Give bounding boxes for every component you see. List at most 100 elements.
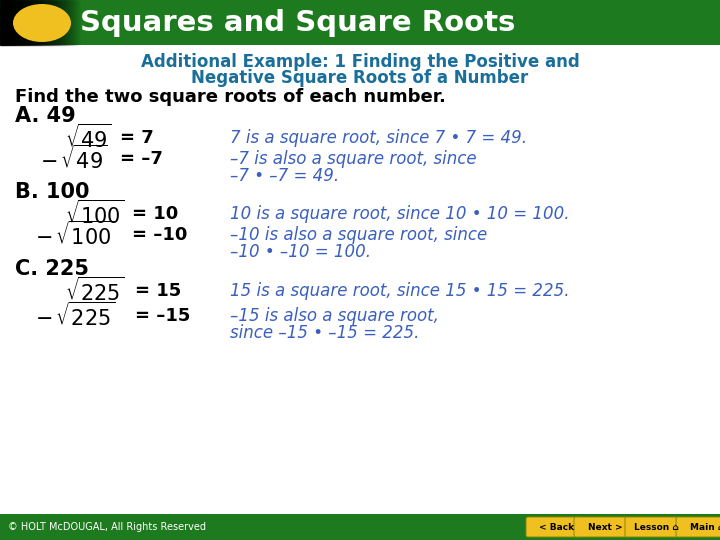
Ellipse shape <box>13 4 71 42</box>
Bar <box>39 0 40 45</box>
Bar <box>51 0 52 45</box>
Bar <box>75 0 76 45</box>
Bar <box>59 0 60 45</box>
Bar <box>19 0 20 45</box>
Bar <box>6 0 7 45</box>
Bar <box>36 0 37 45</box>
Bar <box>76 0 77 45</box>
Text: C. 225: C. 225 <box>15 259 89 279</box>
Bar <box>8 0 9 45</box>
Bar <box>50 0 51 45</box>
Bar <box>29 0 30 45</box>
Text: Lesson ⌂: Lesson ⌂ <box>634 523 678 531</box>
Bar <box>1 0 2 45</box>
Bar <box>43 0 44 45</box>
Bar <box>67 0 68 45</box>
Bar <box>12 0 13 45</box>
Text: –10 • –10 = 100.: –10 • –10 = 100. <box>230 243 371 261</box>
FancyBboxPatch shape <box>676 517 720 537</box>
FancyBboxPatch shape <box>526 517 580 537</box>
Text: = 15: = 15 <box>135 282 181 300</box>
Bar <box>34 0 35 45</box>
Text: = 7: = 7 <box>120 129 154 147</box>
Text: $\sqrt{100}$: $\sqrt{100}$ <box>65 200 125 228</box>
Text: Find the two square roots of each number.: Find the two square roots of each number… <box>15 88 446 106</box>
Bar <box>32 0 33 45</box>
Bar <box>17 0 18 45</box>
Text: $-\,\sqrt{225}$: $-\,\sqrt{225}$ <box>35 302 115 330</box>
Bar <box>20 0 21 45</box>
Bar <box>49 0 50 45</box>
Bar <box>41 0 42 45</box>
Bar <box>25 0 26 45</box>
Bar <box>63 0 64 45</box>
Bar <box>47 0 48 45</box>
Bar <box>24 0 25 45</box>
Bar <box>23 0 24 45</box>
Text: © HOLT McDOUGAL, All Rights Reserved: © HOLT McDOUGAL, All Rights Reserved <box>8 522 206 532</box>
Bar <box>53 0 54 45</box>
Bar <box>2 0 3 45</box>
Bar <box>48 0 49 45</box>
Text: Squares and Square Roots: Squares and Square Roots <box>80 9 516 37</box>
Bar <box>74 0 75 45</box>
Bar <box>30 0 31 45</box>
Text: = –10: = –10 <box>132 226 187 244</box>
Bar <box>28 0 29 45</box>
FancyBboxPatch shape <box>0 514 720 540</box>
Bar <box>45 0 46 45</box>
Text: $-\,\sqrt{49}$: $-\,\sqrt{49}$ <box>40 145 107 173</box>
Bar <box>61 0 62 45</box>
Bar <box>44 0 45 45</box>
Bar <box>16 0 17 45</box>
Bar <box>62 0 63 45</box>
Bar <box>38 0 39 45</box>
Text: –7 • –7 = 49.: –7 • –7 = 49. <box>230 167 339 185</box>
Bar <box>55 0 56 45</box>
Bar <box>4 0 5 45</box>
Bar <box>70 0 71 45</box>
Text: –10 is also a square root, since: –10 is also a square root, since <box>230 226 487 244</box>
Text: Next >: Next > <box>588 523 622 531</box>
Text: Main ⌂: Main ⌂ <box>690 523 720 531</box>
Bar <box>27 0 28 45</box>
Text: A. 49: A. 49 <box>15 106 76 126</box>
Text: –7 is also a square root, since: –7 is also a square root, since <box>230 150 477 168</box>
Text: $\sqrt{49}$: $\sqrt{49}$ <box>65 124 111 152</box>
Bar <box>31 0 32 45</box>
Bar <box>52 0 53 45</box>
Bar <box>22 0 23 45</box>
Bar <box>58 0 59 45</box>
FancyBboxPatch shape <box>574 517 628 537</box>
Text: = –7: = –7 <box>120 150 163 168</box>
Text: B. 100: B. 100 <box>15 182 89 202</box>
Bar <box>15 0 16 45</box>
Text: = 10: = 10 <box>132 205 179 223</box>
FancyBboxPatch shape <box>0 0 720 45</box>
Bar <box>10 0 11 45</box>
Text: $\sqrt{225}$: $\sqrt{225}$ <box>65 277 125 305</box>
Text: since –15 • –15 = 225.: since –15 • –15 = 225. <box>230 324 419 342</box>
Bar <box>77 0 78 45</box>
Text: $-\,\sqrt{100}$: $-\,\sqrt{100}$ <box>35 221 115 249</box>
Bar <box>79 0 80 45</box>
Bar <box>37 0 38 45</box>
Bar <box>65 0 66 45</box>
Bar <box>21 0 22 45</box>
Bar <box>57 0 58 45</box>
Bar <box>3 0 4 45</box>
Bar <box>26 0 27 45</box>
Bar <box>73 0 74 45</box>
Bar <box>18 0 19 45</box>
Text: Negative Square Roots of a Number: Negative Square Roots of a Number <box>192 69 528 87</box>
Text: 15 is a square root, since 15 • 15 = 225.: 15 is a square root, since 15 • 15 = 225… <box>230 282 570 300</box>
Bar <box>68 0 69 45</box>
Bar <box>0 0 1 45</box>
Bar <box>78 0 79 45</box>
Bar <box>72 0 73 45</box>
Text: 7 is a square root, since 7 • 7 = 49.: 7 is a square root, since 7 • 7 = 49. <box>230 129 527 147</box>
Bar <box>69 0 70 45</box>
Bar <box>66 0 67 45</box>
Bar <box>5 0 6 45</box>
Bar <box>60 0 61 45</box>
